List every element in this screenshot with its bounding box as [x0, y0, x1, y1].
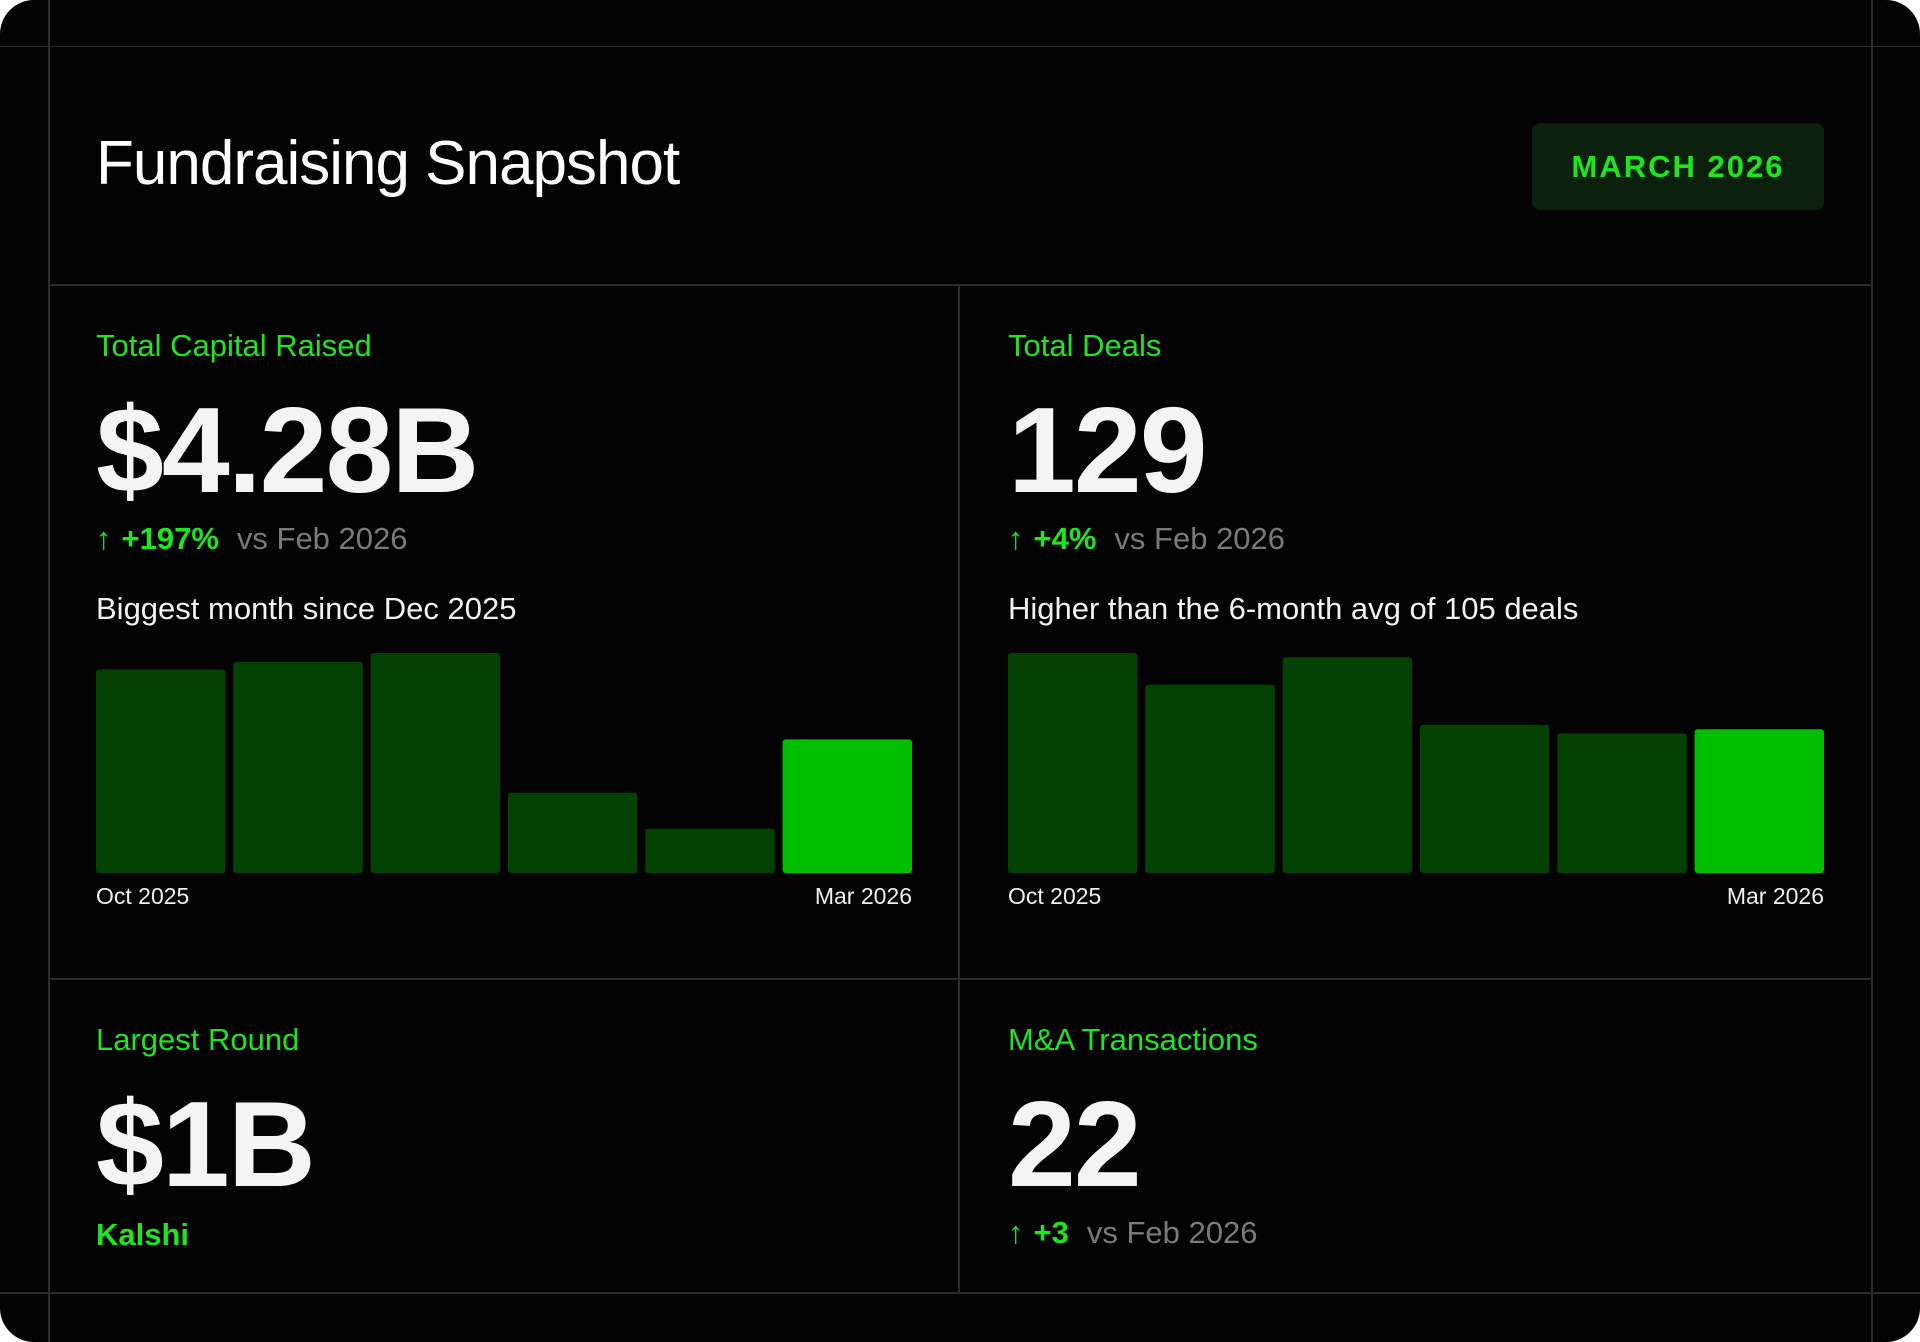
deals-x-tick-end: Mar 2026	[1726, 883, 1824, 909]
capital-note: Biggest month since Dec 2025	[96, 591, 517, 626]
largest-round-company: Kalshi	[96, 1217, 190, 1252]
capital-bar-feb-2026	[645, 828, 775, 873]
mna-change: +3	[1033, 1215, 1069, 1250]
month-badge: MARCH 2026	[1532, 123, 1824, 210]
arrow-up-icon: ↑	[1008, 521, 1024, 556]
mna-value: 22	[1008, 1076, 1142, 1212]
capital-change-row: ↑ +197% vs Feb 2026	[96, 519, 912, 559]
deals-bar-mar-2026	[1694, 729, 1824, 873]
capital-bar-chart	[96, 653, 912, 873]
capital-bar-dec-2025	[370, 653, 500, 873]
deals-change-row: ↑ +4% vs Feb 2026	[1008, 519, 1824, 559]
mna-comparison: vs Feb 2026	[1086, 1215, 1258, 1250]
frame-line-top	[0, 46, 1920, 47]
frame-line-right	[1871, 0, 1873, 1342]
frame-line-left	[48, 0, 50, 1342]
deals-note: Higher than the 6-month avg of 105 deals	[1008, 591, 1579, 626]
mna-panel: M&A Transactions 22 ↑ +3 vs Feb 2026	[1008, 1019, 1824, 1253]
capital-label: Total Capital Raised	[96, 328, 372, 363]
row-divider	[49, 978, 1872, 980]
deals-x-axis: Oct 2025 Mar 2026	[1008, 883, 1824, 913]
deals-change: +4%	[1033, 521, 1097, 556]
deals-bars-svg	[1008, 653, 1824, 873]
deals-x-tick-start: Oct 2025	[1008, 883, 1102, 909]
frame-line-bottom	[0, 1292, 1920, 1294]
capital-x-tick-start: Oct 2025	[96, 883, 190, 909]
arrow-up-icon: ↑	[96, 521, 112, 556]
largest-round-value: $1B	[96, 1076, 316, 1212]
mna-change-row: ↑ +3 vs Feb 2026	[1008, 1213, 1824, 1253]
page-title: Fundraising Snapshot	[96, 129, 680, 198]
largest-round-panel: Largest Round $1B Kalshi	[96, 1019, 912, 1253]
deals-panel: Total Deals 129 ↑ +4% vs Feb 2026 Higher…	[1008, 325, 1824, 913]
capital-panel: Total Capital Raised $4.28B ↑ +197% vs F…	[96, 325, 912, 913]
capital-bar-jan-2026	[508, 792, 638, 873]
deals-label: Total Deals	[1008, 328, 1162, 363]
arrow-up-icon: ↑	[1008, 1215, 1024, 1250]
capital-x-tick-end: Mar 2026	[814, 883, 912, 909]
header-divider	[49, 284, 1872, 286]
deals-bar-jan-2026	[1420, 724, 1550, 873]
capital-value: $4.28B	[96, 382, 479, 518]
mna-label: M&A Transactions	[1008, 1022, 1258, 1057]
largest-round-label: Largest Round	[96, 1022, 300, 1057]
capital-comparison: vs Feb 2026	[236, 521, 408, 556]
deals-bar-dec-2025	[1282, 657, 1412, 873]
capital-change: +197%	[121, 521, 219, 556]
capital-bar-nov-2025	[233, 661, 363, 873]
capital-x-axis: Oct 2025 Mar 2026	[96, 883, 912, 913]
capital-bar-mar-2026	[782, 739, 912, 873]
deals-value: 129	[1008, 382, 1208, 518]
deals-bar-nov-2025	[1145, 684, 1275, 873]
deals-comparison: vs Feb 2026	[1114, 521, 1286, 556]
column-divider	[958, 285, 960, 1293]
deals-bar-feb-2026	[1557, 733, 1687, 873]
deals-bar-chart	[1008, 653, 1824, 873]
deals-bar-oct-2025	[1008, 653, 1138, 873]
capital-bar-oct-2025	[96, 669, 226, 873]
capital-bars-svg	[96, 653, 912, 873]
